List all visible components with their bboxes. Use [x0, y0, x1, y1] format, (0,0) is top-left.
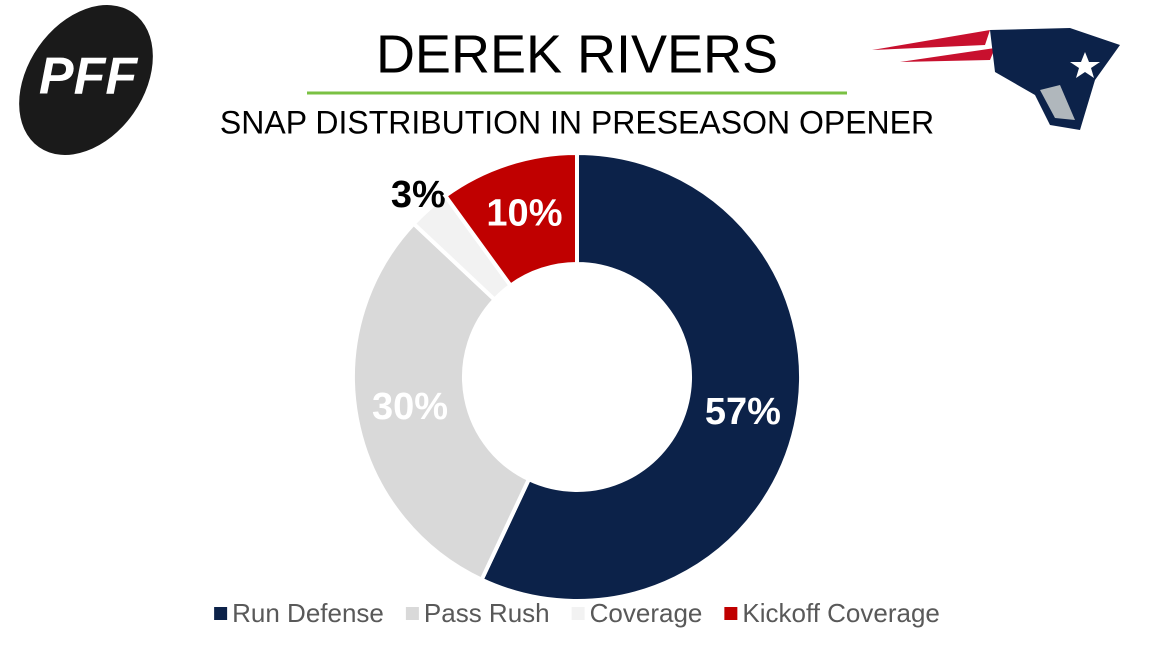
donut-slice: [442, 150, 579, 289]
legend-swatch: [724, 607, 738, 620]
chart-subtitle: SNAP DISTRIBUTION IN PRESEASON OPENER: [220, 104, 934, 140]
legend-swatch: [571, 607, 585, 620]
logo-face: [1040, 85, 1075, 120]
data-label: 57%: [705, 391, 781, 433]
logo-stripe: [872, 30, 990, 50]
legend-label: Kickoff Coverage: [742, 598, 940, 628]
legend-label: Coverage: [590, 598, 703, 628]
legend-swatch: [214, 607, 228, 620]
team-logo: [872, 28, 1120, 130]
legend-swatch: [405, 607, 419, 620]
legend-label: Pass Rush: [424, 598, 550, 628]
donut-slice: [478, 150, 803, 603]
logo-ball: [19, 5, 153, 155]
donut-slice: [351, 220, 532, 583]
data-label: 10%: [486, 192, 562, 234]
data-label: 30%: [372, 386, 448, 428]
pff-logo: PFF: [19, 5, 153, 155]
plot: 57% 30% 3% 10%: [351, 150, 803, 603]
legend-label: Run Defense: [232, 598, 384, 628]
logo-text: PFF: [39, 48, 138, 106]
data-label: 3%: [391, 174, 446, 216]
logo-stripe: [900, 48, 995, 62]
chart-title: DEREK RIVERS: [376, 24, 778, 84]
logo-head: [990, 28, 1120, 130]
legend: Run Defense Pass Rush Coverage Kickoff Cove…: [214, 598, 940, 628]
logo-star: [1070, 52, 1100, 78]
